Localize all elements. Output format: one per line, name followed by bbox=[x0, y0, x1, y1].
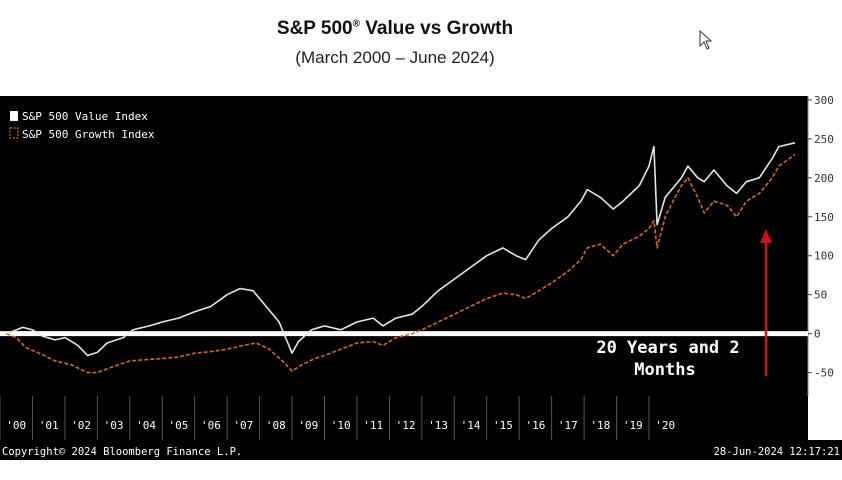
mouse-cursor-icon bbox=[699, 30, 713, 50]
x-tick-label: '05 bbox=[169, 419, 189, 432]
legend-label-value: S&P 500 Value Index bbox=[22, 110, 148, 123]
plot-background bbox=[0, 96, 808, 396]
bloomberg-chart: 300 250 200 150 100 50 0 -50 '00 '01 '02 '03 '04 '05… bbox=[0, 96, 842, 460]
y-tick-label: 300 bbox=[814, 96, 834, 107]
x-axis: '00 '01 '02 '03 '04 '05 '06 '07 '08 '09 '10 '11 '12 '… bbox=[0, 396, 675, 440]
x-tick-label: '06 bbox=[201, 419, 221, 432]
y-tick-label: 200 bbox=[814, 172, 834, 185]
series-layer bbox=[6, 142, 796, 374]
chart-subtitle: (March 2000 – June 2024) bbox=[295, 48, 495, 67]
annotation-line-2: Months bbox=[634, 360, 695, 380]
x-tick-label: '03 bbox=[104, 419, 124, 432]
legend-swatch-value bbox=[10, 111, 18, 121]
x-tick-label: '00 bbox=[6, 419, 26, 432]
y-tick-label: 0 bbox=[814, 328, 821, 341]
y-tick-label: 50 bbox=[814, 289, 827, 302]
x-tick-label: '18 bbox=[590, 419, 610, 432]
arrow-head bbox=[760, 229, 772, 243]
chart-title-rest: Value vs Growth bbox=[359, 18, 514, 39]
annotation-line-1: 20 Years and 2 bbox=[596, 338, 739, 358]
footer-copyright: Copyright© 2024 Bloomberg Finance L.P. bbox=[2, 446, 242, 458]
legend-label-growth: S&P 500 Growth Index bbox=[22, 128, 155, 141]
right-axis-background bbox=[808, 96, 842, 396]
x-tick-label: '04 bbox=[136, 419, 156, 432]
y-tick-label: 150 bbox=[814, 211, 834, 224]
x-tick-label: '20 bbox=[655, 419, 675, 432]
chart-title: S&P 500® Value vs Growth bbox=[0, 18, 790, 40]
x-tick-label: '09 bbox=[298, 419, 318, 432]
y-axis: 300 250 200 150 100 50 0 -50 bbox=[807, 96, 834, 396]
legend-swatch-growth bbox=[9, 127, 19, 139]
x-tick-label: '16 bbox=[525, 419, 545, 432]
registered-mark: ® bbox=[352, 18, 360, 30]
x-tick-label: '08 bbox=[266, 419, 286, 432]
series-line-value bbox=[6, 142, 796, 357]
x-tick-label: '11 bbox=[363, 419, 383, 432]
x-tick-label: '14 bbox=[461, 419, 481, 432]
y-tick-label: -50 bbox=[814, 367, 834, 380]
x-tick-label: '10 bbox=[331, 419, 351, 432]
footer-timestamp: 28-Jun-2024 12:17:21 bbox=[714, 446, 840, 458]
legend: S&P 500 Value Index S&P 500 Growth Index bbox=[9, 110, 155, 141]
x-tick-label: '02 bbox=[71, 419, 91, 432]
x-tick-label: '13 bbox=[428, 419, 448, 432]
y-tick-label: 100 bbox=[814, 250, 834, 263]
x-tick-label: '07 bbox=[233, 419, 253, 432]
y-tick-label: 250 bbox=[814, 133, 834, 146]
footer-band bbox=[0, 440, 842, 460]
annotation-arrow bbox=[760, 229, 772, 376]
x-tick-label: '17 bbox=[558, 419, 578, 432]
chart-title-text: S&P 500 bbox=[276, 18, 353, 39]
x-tick-label: '01 bbox=[39, 419, 59, 432]
x-tick-label: '19 bbox=[623, 419, 643, 432]
x-axis-band bbox=[0, 396, 808, 440]
x-tick-label: '12 bbox=[396, 419, 416, 432]
series-line-growth bbox=[6, 153, 796, 374]
x-tick-label: '15 bbox=[493, 419, 513, 432]
